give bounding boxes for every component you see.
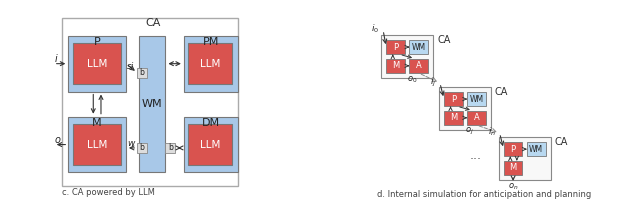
Bar [188,43,232,84]
Text: b: b [168,143,173,152]
Bar [63,18,237,186]
Text: M: M [509,163,516,172]
Text: $i_j$: $i_j$ [430,75,436,89]
Text: c. CA powered by LLM: c. CA powered by LLM [63,187,156,196]
Text: CA: CA [495,87,508,97]
Bar [410,59,428,73]
Text: P: P [93,37,100,48]
Text: $o_n$: $o_n$ [508,181,518,192]
Bar [386,59,405,73]
Text: CA: CA [437,35,451,45]
Text: $i_0$: $i_0$ [371,23,380,35]
Text: PM: PM [203,37,219,48]
Text: si: si [127,62,134,71]
Bar [68,117,126,172]
Text: WM: WM [469,95,484,104]
Text: d. Internal simulation for anticipation and planning: d. Internal simulation for anticipation … [378,190,591,199]
Bar [184,117,237,172]
Text: LLM: LLM [87,59,108,69]
Bar [137,68,147,78]
Text: $i_n$: $i_n$ [488,126,496,138]
Bar [386,40,405,54]
Text: M: M [92,118,102,128]
Text: o: o [55,135,61,145]
Bar [504,142,522,156]
Text: M: M [392,61,399,70]
Bar [410,40,428,54]
Bar [73,124,121,165]
Bar [73,43,121,84]
Text: LLM: LLM [200,59,220,69]
Bar [504,161,522,175]
Bar [527,142,545,156]
Text: A: A [474,113,479,122]
Text: b: b [140,143,145,152]
Text: CA: CA [554,137,568,147]
Text: P: P [451,95,456,104]
Bar [166,143,175,153]
Bar [188,124,232,165]
Bar [499,137,550,180]
Text: LLM: LLM [200,140,220,150]
Text: DM: DM [202,118,220,128]
Bar [444,92,463,106]
Text: A: A [416,61,422,70]
Text: $o_0$: $o_0$ [407,74,417,85]
Bar [439,87,491,130]
Text: M: M [450,113,457,122]
Text: CA: CA [145,18,161,28]
Text: WM: WM [141,99,163,109]
Bar [184,36,237,92]
Text: P: P [511,145,516,154]
Bar [68,36,126,92]
Text: b: b [140,68,145,77]
Text: $o_j$: $o_j$ [465,126,474,137]
Bar [467,92,486,106]
Text: w: w [127,139,134,148]
Text: i: i [55,54,58,64]
Bar [137,143,147,153]
Bar [467,111,486,125]
Bar [381,35,433,78]
Text: LLM: LLM [87,140,108,150]
Bar [444,111,463,125]
Text: ...: ... [470,149,481,162]
Bar [138,36,166,172]
Text: P: P [393,43,398,52]
Text: WM: WM [529,145,543,154]
Text: WM: WM [412,43,426,52]
